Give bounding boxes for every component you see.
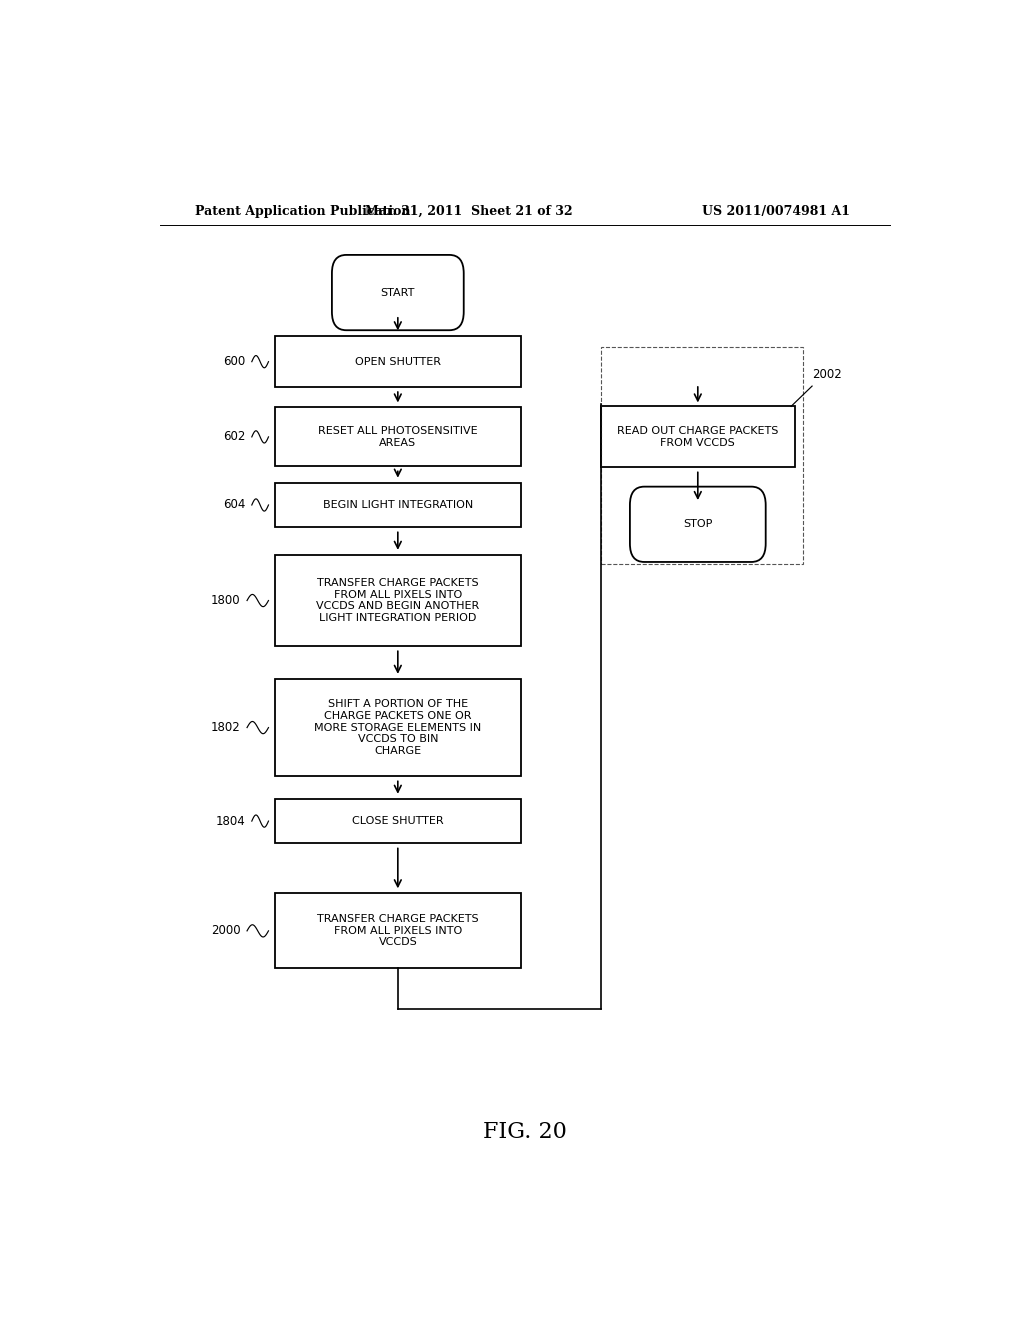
Bar	[274, 799, 521, 843]
Text: 600: 600	[223, 355, 246, 368]
Text: TRANSFER CHARGE PACKETS
FROM ALL PIXELS INTO
VCCDS: TRANSFER CHARGE PACKETS FROM ALL PIXELS …	[317, 915, 478, 948]
Text: 1800: 1800	[211, 594, 241, 607]
Text: 602: 602	[223, 430, 246, 444]
Bar	[274, 554, 521, 647]
Text: TRANSFER CHARGE PACKETS
FROM ALL PIXELS INTO
VCCDS AND BEGIN ANOTHER
LIGHT INTEG: TRANSFER CHARGE PACKETS FROM ALL PIXELS …	[316, 578, 479, 623]
Text: 2000: 2000	[211, 924, 241, 937]
Text: RESET ALL PHOTOSENSITIVE
AREAS: RESET ALL PHOTOSENSITIVE AREAS	[318, 426, 477, 447]
Bar	[601, 407, 795, 467]
Text: STOP: STOP	[683, 519, 713, 529]
Text: Patent Application Publication: Patent Application Publication	[196, 205, 411, 218]
Text: Mar. 31, 2011  Sheet 21 of 32: Mar. 31, 2011 Sheet 21 of 32	[366, 205, 573, 218]
Bar	[274, 337, 521, 387]
Text: READ OUT CHARGE PACKETS
FROM VCCDS: READ OUT CHARGE PACKETS FROM VCCDS	[617, 426, 778, 447]
Text: OPEN SHUTTER: OPEN SHUTTER	[355, 356, 440, 367]
Bar	[274, 678, 521, 776]
Bar	[601, 347, 803, 564]
Bar	[274, 894, 521, 969]
Text: SHIFT A PORTION OF THE
CHARGE PACKETS ONE OR
MORE STORAGE ELEMENTS IN
VCCDS TO B: SHIFT A PORTION OF THE CHARGE PACKETS ON…	[314, 700, 481, 756]
Text: 1802: 1802	[211, 721, 241, 734]
FancyBboxPatch shape	[630, 487, 766, 562]
Bar	[274, 483, 521, 528]
FancyBboxPatch shape	[332, 255, 464, 330]
Text: 2002: 2002	[812, 368, 842, 381]
Text: 1804: 1804	[216, 814, 246, 828]
Text: 604: 604	[223, 499, 246, 511]
Text: BEGIN LIGHT INTEGRATION: BEGIN LIGHT INTEGRATION	[323, 500, 473, 510]
Text: START: START	[381, 288, 415, 297]
Text: US 2011/0074981 A1: US 2011/0074981 A1	[702, 205, 850, 218]
Text: CLOSE SHUTTER: CLOSE SHUTTER	[352, 816, 443, 826]
Bar	[274, 408, 521, 466]
Text: FIG. 20: FIG. 20	[483, 1121, 566, 1143]
